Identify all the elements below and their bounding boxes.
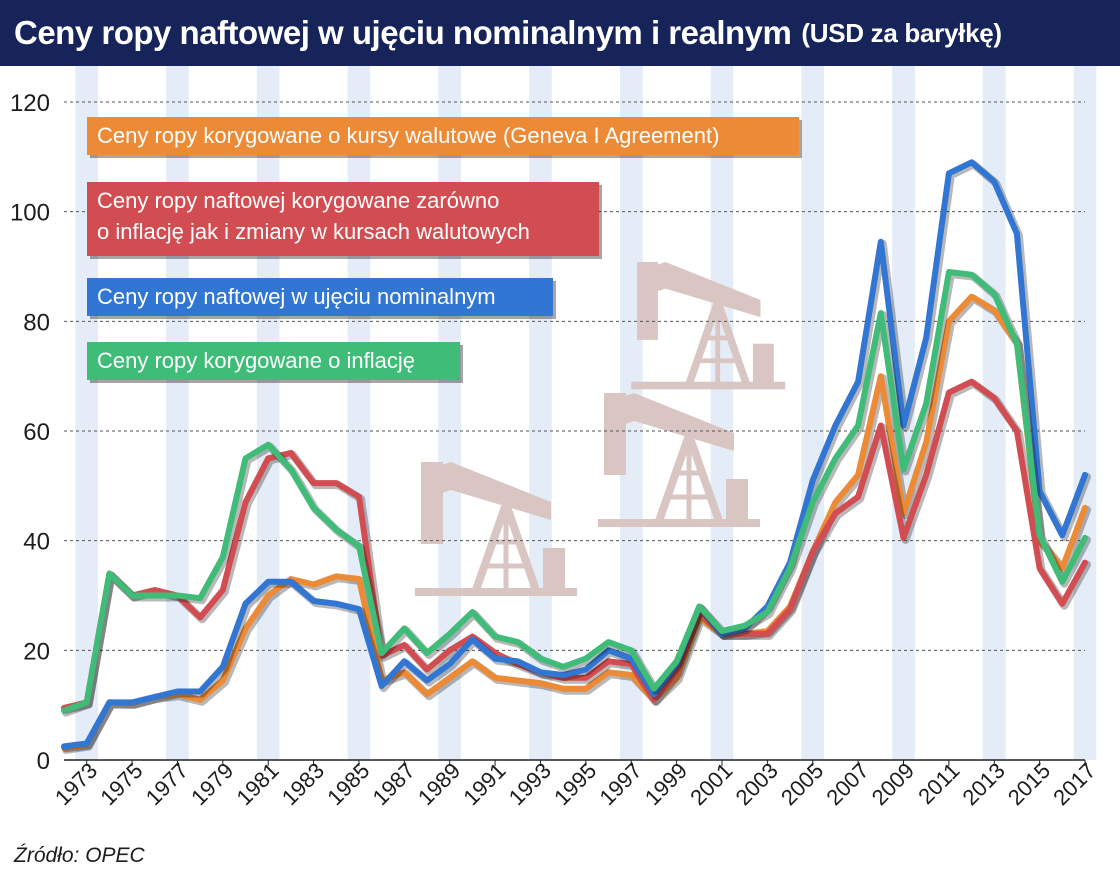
x-tick-label: 1987	[368, 758, 420, 810]
y-tick-label: 40	[23, 529, 50, 556]
series-shadow-inflation	[62, 270, 1091, 717]
x-tick-label: 1997	[594, 758, 646, 810]
legend-geneva-label: Ceny ropy korygowane o kursy walutowe (G…	[97, 123, 720, 148]
chart-area: 0 20 40 60 80 100 120 197319751977197919811983…	[10, 66, 1101, 810]
series-line-geneva	[61, 293, 1088, 751]
x-tick-label: 2015	[1003, 758, 1055, 810]
chart-unit: (USD za baryłkę)	[801, 17, 1002, 48]
background-band	[1073, 66, 1097, 760]
x-tick-label: 1977	[141, 758, 193, 810]
y-tick-label: 100	[10, 200, 50, 227]
y-axis-ticks: 0 20 40 60 80 100 120	[10, 90, 50, 775]
x-tick-label: 2009	[867, 758, 919, 810]
x-tick-label: 1995	[549, 758, 601, 810]
pump-jack-icons	[415, 262, 786, 596]
series-lines	[61, 159, 1091, 754]
x-tick-label: 2003	[731, 758, 783, 810]
legend-geneva: Ceny ropy korygowane o kursy walutowe (G…	[87, 117, 799, 155]
x-tick-label: 2007	[821, 758, 873, 810]
source-note: Źródło: OPEC	[14, 844, 145, 867]
x-tick-label: 1983	[277, 758, 329, 810]
x-axis-ticks: 1973197519771979198119831985198719891991…	[50, 758, 1101, 810]
x-tick-label: 1981	[231, 758, 283, 810]
series-line-nominal	[61, 159, 1088, 750]
y-tick-label: 60	[23, 419, 50, 446]
legend-nominal: Ceny ropy naftowej w ujęciu nominalnym	[87, 278, 553, 316]
x-tick-label: 2017	[1048, 758, 1100, 810]
legend-inflation-label: Ceny ropy korygowane o inflację	[97, 348, 415, 373]
y-tick-label: 0	[37, 748, 50, 775]
background-band	[166, 66, 189, 760]
legend-inflation-and-fx-line2: o inflację jak i zmiany w kursach waluto…	[97, 219, 530, 244]
x-tick-label: 1989	[413, 758, 465, 810]
legend-inflation-and-fx-line1: Ceny ropy naftowej korygowane zarówno	[97, 188, 500, 213]
pump-jack-icon	[598, 393, 760, 527]
x-tick-label: 2011	[913, 758, 964, 809]
y-tick-label: 20	[23, 638, 50, 665]
background-band	[710, 66, 734, 760]
y-tick-label: 80	[23, 309, 50, 336]
y-tick-label: 120	[10, 90, 50, 117]
x-tick-label: 2005	[776, 758, 828, 810]
legend-nominal-label: Ceny ropy naftowej w ujęciu nominalnym	[97, 284, 496, 309]
background-band	[256, 66, 280, 760]
x-tick-label: 2013	[957, 758, 1009, 810]
chart-title: Ceny ropy naftowej w ujęciu nominalnym i…	[14, 14, 792, 51]
background-band	[982, 66, 1006, 760]
x-tick-label: 1991	[458, 758, 510, 810]
series-line-inflation	[61, 269, 1088, 714]
pump-jack-icon	[631, 262, 786, 390]
background-band	[347, 66, 371, 760]
background-band	[801, 66, 825, 760]
x-tick-label: 1979	[186, 758, 238, 810]
x-tick-label: 2001	[685, 758, 737, 810]
x-tick-label: 1973	[50, 758, 102, 810]
x-tick-label: 1985	[322, 758, 374, 810]
x-tick-label: 1993	[504, 758, 556, 810]
legend-inflation-and-fx: Ceny ropy naftowej korygowane zarówno o …	[87, 182, 599, 256]
series-line-both	[61, 378, 1088, 711]
x-tick-label: 1999	[640, 758, 692, 810]
legend-inflation: Ceny ropy korygowane o inflację	[87, 342, 460, 380]
x-tick-label: 1975	[95, 758, 147, 810]
pump-jack-icon	[415, 462, 577, 596]
title-bar: Ceny ropy naftowej w ujęciu nominalnym i…	[0, 0, 1120, 66]
